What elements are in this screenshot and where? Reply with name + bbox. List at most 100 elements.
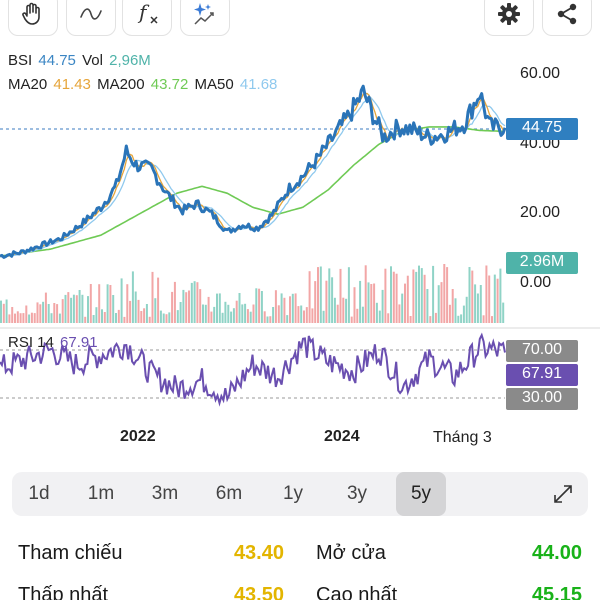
rsi-legend: RSI 14 67.91 <box>8 334 100 351</box>
volume-bar <box>277 305 280 323</box>
volume-bar <box>81 294 84 323</box>
symbol-label: BSI <box>8 52 33 69</box>
volume-bar <box>429 316 432 323</box>
volume-bar <box>207 296 210 323</box>
volume-bar <box>193 281 196 323</box>
timeframe-3m[interactable]: 3m <box>151 483 179 504</box>
price-chart[interactable]: BSI 44.75 Vol 2,96M MA20 41.43 MA200 43.… <box>0 46 600 460</box>
y-tick-0: 0.00 <box>520 274 552 291</box>
settings-button[interactable] <box>484 0 534 36</box>
volume-bar <box>291 293 294 323</box>
volume-bar <box>61 299 64 323</box>
rsi-70-tag: 70.00 <box>506 340 578 362</box>
volume-bar <box>269 316 272 323</box>
volume-bar <box>375 302 378 323</box>
timeframe-1m[interactable]: 1m <box>87 483 115 504</box>
volume-bar <box>244 303 247 323</box>
ma50-line <box>0 96 506 257</box>
ma20-label: MA20 <box>8 76 48 93</box>
volume-bar <box>115 313 117 323</box>
volume-bar <box>406 275 409 323</box>
volume-bar <box>171 291 174 323</box>
volume-bar <box>432 265 435 323</box>
function-icon: f <box>137 0 158 24</box>
volume-bar <box>199 289 202 323</box>
timeframe-3y[interactable]: 3y <box>346 483 368 504</box>
ai-tool-button[interactable] <box>180 0 230 36</box>
volume-bar <box>131 271 134 323</box>
volume-bar <box>112 295 115 323</box>
hand-tool-button[interactable] <box>8 0 58 36</box>
volume-bar <box>460 314 463 323</box>
function-tool-button[interactable]: f <box>122 0 172 36</box>
volume-bar <box>232 308 235 323</box>
volume-bar <box>325 280 328 323</box>
vol-value: 2,96M <box>109 52 151 69</box>
volume-bar <box>305 307 308 323</box>
volume-bar <box>129 300 132 323</box>
volume-bar <box>387 313 390 323</box>
high-value: 45.15 <box>531 584 582 600</box>
expand-icon[interactable] <box>552 483 574 505</box>
volume-bar <box>491 316 493 323</box>
volume-bar <box>451 289 454 323</box>
volume-bar <box>499 268 502 323</box>
volume-bar <box>140 311 143 323</box>
volume-bar <box>353 287 356 323</box>
volume-bar <box>109 285 112 323</box>
volume-bar <box>364 265 367 323</box>
volume-bar <box>72 294 75 323</box>
volume-bar <box>485 265 488 323</box>
volume-bar <box>415 271 418 323</box>
volume-bar <box>420 268 423 323</box>
rsi-value: 67.91 <box>60 334 98 351</box>
volume-bar <box>145 304 148 323</box>
volume-bar <box>314 281 317 323</box>
price-line <box>0 84 507 259</box>
volume-bar <box>126 284 129 323</box>
timeframe-selector: 1d 1m 3m 6m 1y 3y 5y <box>12 472 588 516</box>
ma50-value: 41.68 <box>239 76 278 93</box>
ma20-line <box>0 92 506 257</box>
volume-bar <box>185 292 188 323</box>
volume-bar <box>328 268 331 323</box>
timeframe-1y[interactable]: 1y <box>282 483 304 504</box>
volume-bar <box>56 304 59 323</box>
volume-bar <box>384 268 387 323</box>
share-icon <box>557 3 577 25</box>
share-button[interactable] <box>542 0 592 36</box>
x-label-2022: 2022 <box>120 428 156 445</box>
ma20-value: 41.43 <box>53 76 91 93</box>
volume-bar <box>103 312 106 323</box>
rsi-line <box>0 332 506 407</box>
volume-bar <box>401 293 404 323</box>
timeframe-6m[interactable]: 6m <box>215 483 243 504</box>
volume-bar <box>47 304 50 323</box>
timeframe-5y[interactable]: 5y <box>396 472 446 516</box>
volume-bar <box>249 311 252 323</box>
volume-bar <box>213 306 216 323</box>
legend-row-1: BSI 44.75 Vol 2,96M <box>8 52 153 69</box>
line-tool-button[interactable] <box>66 0 116 36</box>
volume-bars <box>0 264 505 323</box>
timeframe-1d[interactable]: 1d <box>28 483 50 504</box>
volume-bar <box>30 312 33 323</box>
volume-bar <box>356 308 359 323</box>
volume-bar <box>479 285 482 323</box>
volume-bar <box>331 277 334 323</box>
volume-bar <box>224 301 227 323</box>
volume-bar <box>367 282 370 323</box>
volume-bar <box>22 313 25 323</box>
volume-bar <box>75 295 78 323</box>
price-value: 44.75 <box>38 52 76 69</box>
chart-toolbar: f <box>0 0 600 38</box>
volume-bar <box>392 271 395 323</box>
volume-bar <box>196 282 199 323</box>
volume-bar <box>87 296 89 323</box>
volume-bar <box>117 309 120 323</box>
volume-bar <box>283 297 286 323</box>
volume-bar <box>173 281 176 323</box>
gear-icon <box>498 3 520 25</box>
chart-canvas[interactable] <box>0 46 600 460</box>
hand-icon <box>22 2 40 25</box>
